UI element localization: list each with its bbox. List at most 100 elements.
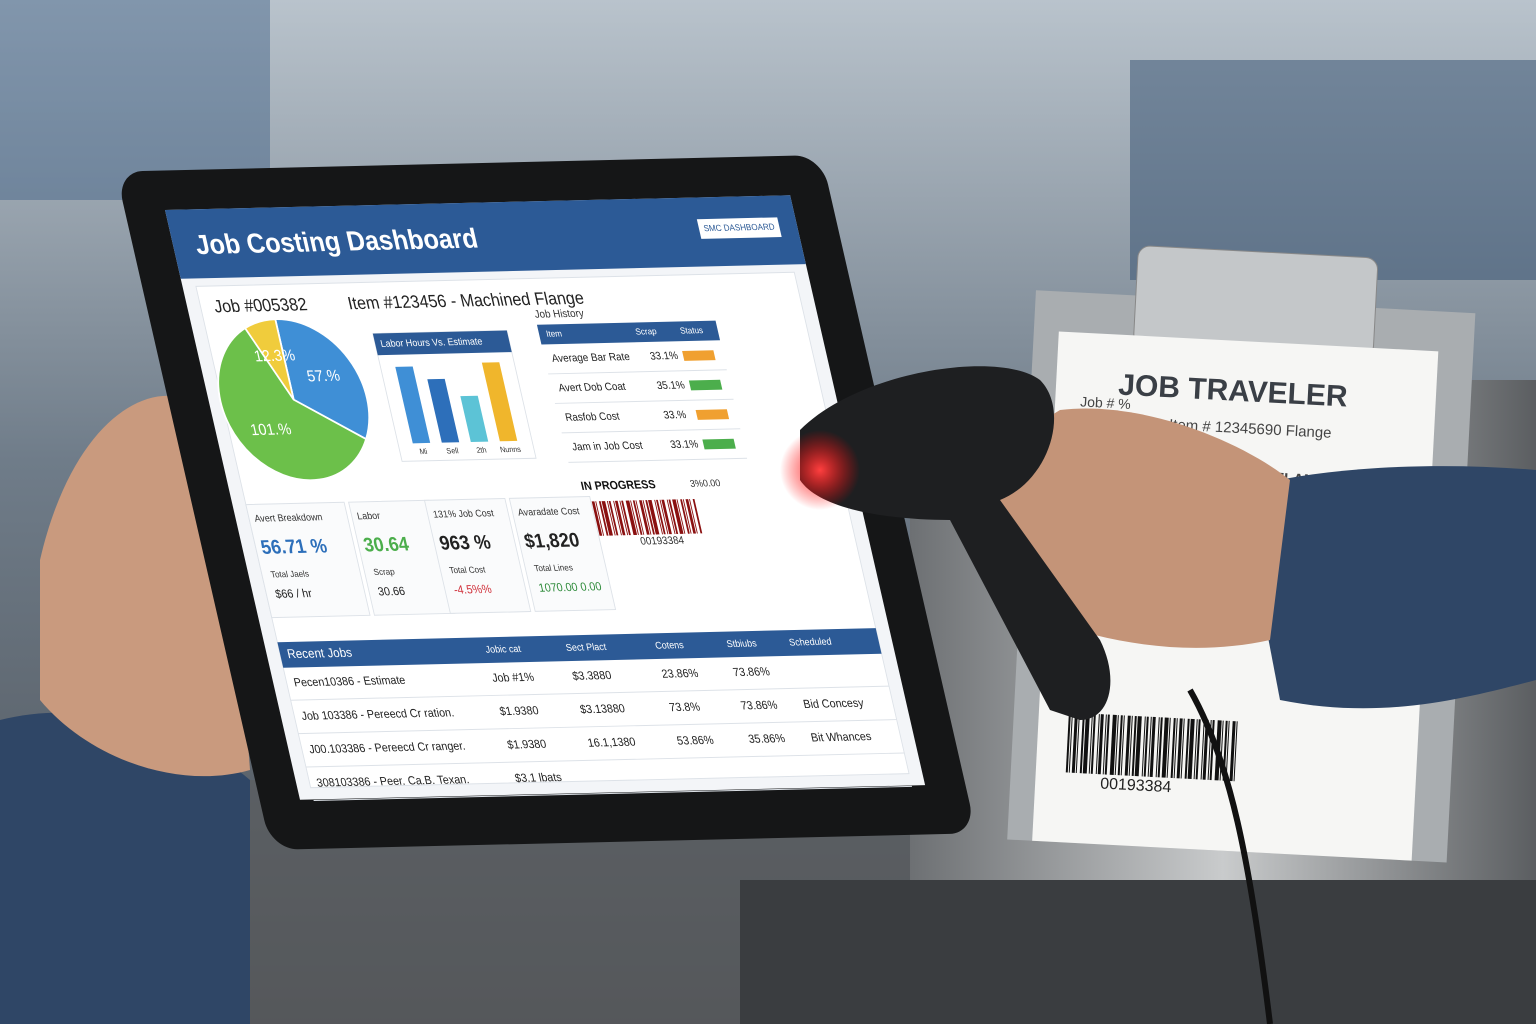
bar [460, 395, 489, 442]
kpi-value: 963 % [437, 532, 493, 555]
recent-jobs-column: Stbiubs [726, 638, 759, 650]
barcode-scanner [800, 366, 1111, 720]
pie-label: 101.% [249, 421, 294, 439]
recent-jobs-column: Cotens [654, 640, 685, 652]
barcode-bar [635, 500, 645, 535]
job-history-cell: Average Bar Rate [551, 352, 632, 365]
barcode-bar [1225, 720, 1230, 781]
barcode-bar [647, 499, 660, 535]
traveler-barcode-number: 00193384 [1100, 775, 1172, 796]
recent-jobs-cell: Pecen10386 - Estimate [293, 675, 407, 690]
recent-jobs-cell: 308103386 - Peer. Ca.B. Texan. [316, 774, 471, 790]
barcode-bar [1128, 715, 1133, 776]
status-chip [682, 350, 716, 361]
recent-jobs-cell: $3.1 lbats [514, 772, 564, 785]
barcode-bar [661, 499, 672, 535]
barcode-bar [1124, 715, 1131, 776]
barcode-bar [1134, 716, 1142, 777]
row-divider [290, 685, 890, 701]
job-id: Job #005382 [212, 294, 310, 317]
status-value: 3%0.00 [689, 478, 722, 490]
status-chip [702, 438, 736, 450]
barcode-bar [1117, 715, 1123, 776]
barcode-bar [1097, 714, 1104, 775]
barcode-bar [1193, 719, 1198, 780]
kpi-label: Avaradate Cost [517, 506, 581, 519]
barcode-bar [680, 499, 690, 534]
barcode-bar [685, 499, 697, 534]
bar-chart-title-bar [372, 330, 512, 356]
barcode-bar [1114, 715, 1119, 776]
kpi-sub-value: 1070.00 0.00 [538, 581, 603, 595]
kpi-value: 30.64 [361, 534, 411, 557]
recent-jobs-cell: 35.86% [747, 733, 786, 746]
kpi-sub-label: Total Lines [533, 562, 574, 573]
recent-jobs-cell: $1.9380 [498, 705, 540, 718]
recent-jobs-cell: Job #1% [491, 672, 536, 685]
pie-slice [217, 326, 368, 482]
kpi-label: Labor [356, 511, 382, 523]
barcode-bar [632, 500, 643, 535]
barcode-bar [630, 500, 639, 535]
scanner-laser [780, 430, 860, 510]
barcode-bar [659, 499, 669, 535]
barcode-bar [1180, 718, 1185, 779]
recent-jobs-cell: 23.86% [660, 668, 699, 681]
barcode-bar [672, 499, 684, 534]
header-bar [165, 195, 806, 279]
barcode-bar [1090, 713, 1096, 774]
job-history-column: Item [545, 328, 563, 339]
barcode-bar [654, 499, 663, 535]
row-divider [568, 457, 748, 463]
barcode-bar [1075, 713, 1080, 774]
barcode-bar [1104, 714, 1110, 775]
background-shelf [0, 0, 270, 200]
kpi-value: 56.71 % [259, 536, 330, 559]
barcode-bar [682, 499, 692, 534]
job-history-cell: Jam in Job Cost [571, 440, 644, 453]
kpi-sub-value: -4.5%% [453, 584, 493, 597]
barcode-bar [1141, 716, 1146, 777]
barcode-bar [614, 500, 626, 536]
scanner-cable [1187, 688, 1273, 1024]
row-divider [313, 785, 913, 801]
job-history-cell: 33.1% [649, 351, 679, 363]
recent-jobs-column: Sect Plact [565, 642, 608, 654]
bar-chart-title: Labor Hours Vs. Estimate [379, 336, 483, 350]
job-history-cell: 33.% [662, 410, 687, 422]
barcode-bar [613, 500, 622, 536]
kpi-sub-value: 30.66 [377, 586, 407, 599]
bar-category: Mi [419, 447, 429, 456]
tablet: Job Costing Dashboard SMC DASHBOARD Job … [121, 155, 971, 850]
bar [395, 366, 431, 444]
screen-content: 57.% 101.% 12.3% Labor Hours Vs. Estimate Mi… [217, 308, 913, 801]
recent-jobs-column: Jobic cat [484, 644, 522, 656]
kpi-card [245, 501, 371, 619]
job-history-column: Scrap [634, 326, 658, 337]
bar-category: 2th [475, 445, 487, 455]
job-history-cell: Avert Dob Coat [557, 382, 627, 395]
workbench [740, 880, 1536, 1024]
recent-jobs-cell: $3.13880 [579, 703, 626, 716]
barcode-bar [1088, 713, 1093, 774]
barcode-bar [645, 500, 655, 535]
barcode-bar [1071, 712, 1078, 773]
barcode-bar [1143, 716, 1149, 777]
dashboard-title: Job Costing Dashboard [192, 223, 481, 261]
header-badge-text: SMC DASHBOARD [702, 221, 775, 233]
barcode-bar [1200, 719, 1205, 780]
barcode-bar [1176, 718, 1183, 779]
row-divider [554, 398, 734, 404]
job-history-cell: 33.1% [669, 439, 699, 451]
background-machine [1130, 60, 1536, 280]
pie-label: 12.3% [252, 347, 297, 365]
pie-slice [274, 318, 371, 441]
recent-jobs-cell: J00.103386 - Pereecd Cr ranger. [308, 740, 467, 756]
job-history-title: Job History [533, 308, 585, 321]
barcode-bar [1195, 719, 1201, 780]
status-chip [695, 409, 730, 420]
barcode-bar [606, 501, 616, 536]
barcode-bar [595, 501, 605, 536]
